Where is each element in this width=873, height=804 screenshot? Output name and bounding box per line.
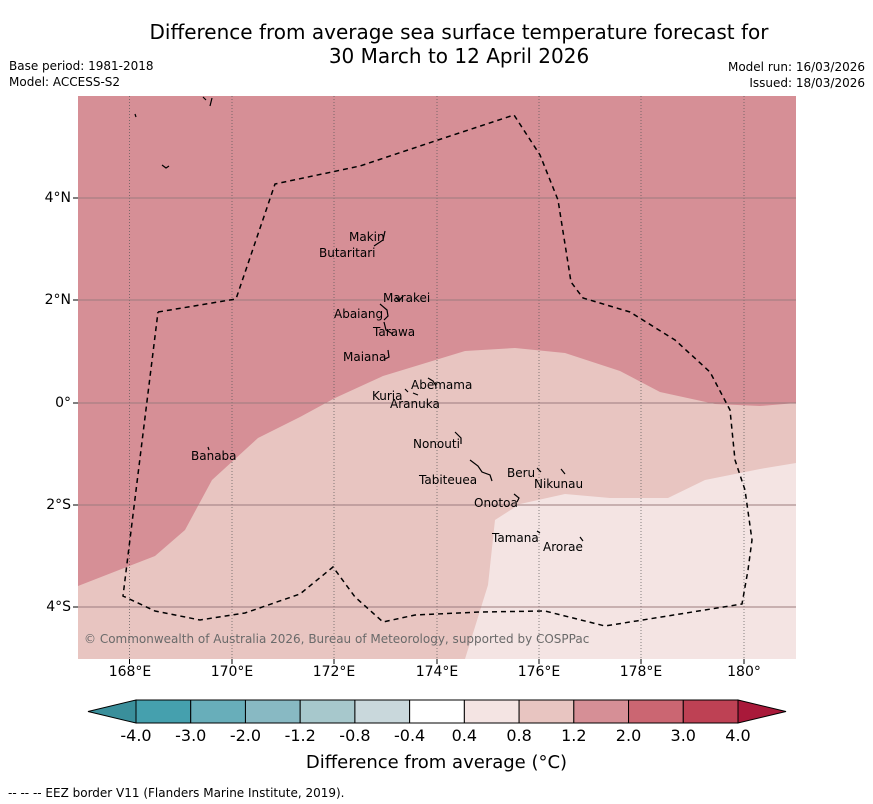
lon-label-172e: 172°E [312, 664, 356, 680]
issued-date: Issued: 18/03/2026 [749, 76, 865, 90]
lon-label-178e: 178°E [619, 664, 663, 680]
colorbar-segment [354, 699, 411, 724]
colorbar-segment [244, 699, 301, 724]
colorbar-segment [573, 699, 630, 724]
lon-label-174e: 174°E [415, 664, 459, 680]
label-kuria: Kuria [372, 389, 403, 403]
island-shape [134, 113, 137, 118]
label-aranuka: Aranuka [390, 397, 440, 411]
island-shape [536, 530, 584, 542]
colorbar [87, 699, 787, 724]
colorbar-segment [518, 699, 575, 724]
colorbar-label-text: Difference from average ( [305, 752, 539, 773]
lat-label-2n: 2°N [44, 292, 71, 308]
island-shape [469, 459, 493, 482]
run-info: Model run: 16/03/2026 Issued: 18/03/2026 [728, 59, 865, 91]
colorbar-tick-label: 1.2 [561, 726, 587, 745]
label-banaba: Banaba [191, 449, 237, 463]
lon-label-170e: 170°E [210, 664, 254, 680]
colorbar-segment [628, 699, 684, 724]
island-shape [427, 377, 437, 387]
colorbar-segment [463, 699, 520, 724]
colorbar-tick-label: -0.4 [394, 726, 426, 745]
island-shape [383, 321, 394, 335]
title-line-2: 30 March to 12 April 2026 [328, 44, 590, 68]
colorbar-label: Difference from average (°C) [0, 752, 873, 773]
colorbar-tick-label: 4.0 [725, 726, 751, 745]
island-shape [373, 230, 386, 247]
title-line-1: Difference from average sea surface temp… [149, 20, 769, 44]
axis-ticks [73, 197, 745, 664]
island-shape [404, 388, 419, 396]
colorbar-segment [682, 699, 739, 724]
label-nikunau: Nikunau [534, 477, 584, 491]
lon-label-168e: 168°E [108, 664, 152, 680]
latitude-gridlines [78, 197, 796, 608]
label-nonouti: Nonouti [413, 437, 460, 451]
lat-label-4n: 4°N [44, 190, 71, 206]
base-period: Base period: 1981-2018 [9, 59, 154, 73]
label-tabiteuea: Tabiteuea [419, 473, 478, 487]
label-beru: Beru [507, 466, 536, 480]
map-title: Difference from average sea surface temp… [0, 20, 873, 68]
colorbar-tick-label: 3.0 [670, 726, 696, 745]
colorbar-tick-label: 0.8 [506, 726, 532, 745]
island-outlines [134, 96, 584, 542]
colorbar-tick-label: -4.0 [120, 726, 152, 745]
island-shape [161, 164, 170, 169]
colorbar-arrow-low [87, 699, 137, 724]
lat-label-0: 0° [55, 395, 71, 411]
island-shape [536, 467, 566, 475]
eez-legend-note: -- -- -- EEZ border V11 (Flanders Marine… [8, 786, 345, 800]
island-shape [379, 303, 389, 321]
label-tarawa: Tarawa [373, 325, 416, 339]
colorbar-segment [190, 699, 246, 724]
longitude-gridlines [129, 96, 745, 659]
lon-label-176e: 176°E [517, 664, 561, 680]
colorbar-segment [409, 699, 465, 724]
colorbar-tick-label: 2.0 [615, 726, 642, 745]
colorbar-tick-label: -3.0 [175, 726, 207, 745]
island-shape [384, 349, 390, 360]
colorbar-label-end: ) [560, 752, 568, 773]
label-maiana: Maiana [343, 350, 387, 364]
island-shape [207, 446, 210, 451]
label-butaritari: Butaritari [319, 246, 376, 260]
sst-band-0-8 [465, 463, 796, 659]
colorbar-tick-label: 0.4 [451, 726, 478, 745]
island-shape [395, 296, 403, 302]
model-run: Model run: 16/03/2026 [727, 60, 865, 74]
label-tamana: Tamana [492, 531, 539, 545]
colorbar-tick-label: -0.8 [339, 726, 371, 745]
label-abaiang: Abaiang [334, 307, 384, 321]
colorbar-segment [135, 699, 192, 724]
model-name: Model: ACCESS-S2 [9, 75, 121, 89]
colorbar-label-unit: °C [538, 752, 561, 773]
label-onotoa: Onotoa [474, 496, 518, 510]
colorbar-tick-label: -1.2 [284, 726, 316, 745]
copyright-notice: © Commonwealth of Australia 2026, Bureau… [84, 632, 590, 646]
lat-label-4s: 4°S [46, 599, 71, 615]
lon-label-180: 180° [727, 664, 761, 680]
model-info: Base period: 1981-2018 Model: ACCESS-S2 [9, 58, 154, 90]
label-marakei: Marakei [383, 291, 431, 305]
colorbar-segment [299, 699, 356, 724]
label-abemama: Abemama [411, 378, 473, 392]
lat-label-2s: 2°S [46, 497, 71, 513]
colorbar-arrow-high [737, 699, 787, 724]
island-shape [202, 96, 213, 107]
island-shape [513, 493, 520, 503]
label-makin: Makin [349, 230, 385, 244]
label-arorae: Arorae [543, 540, 583, 554]
island-shape [454, 431, 462, 444]
colorbar-tick-label: -2.0 [229, 726, 262, 745]
eez-border [122, 114, 753, 627]
